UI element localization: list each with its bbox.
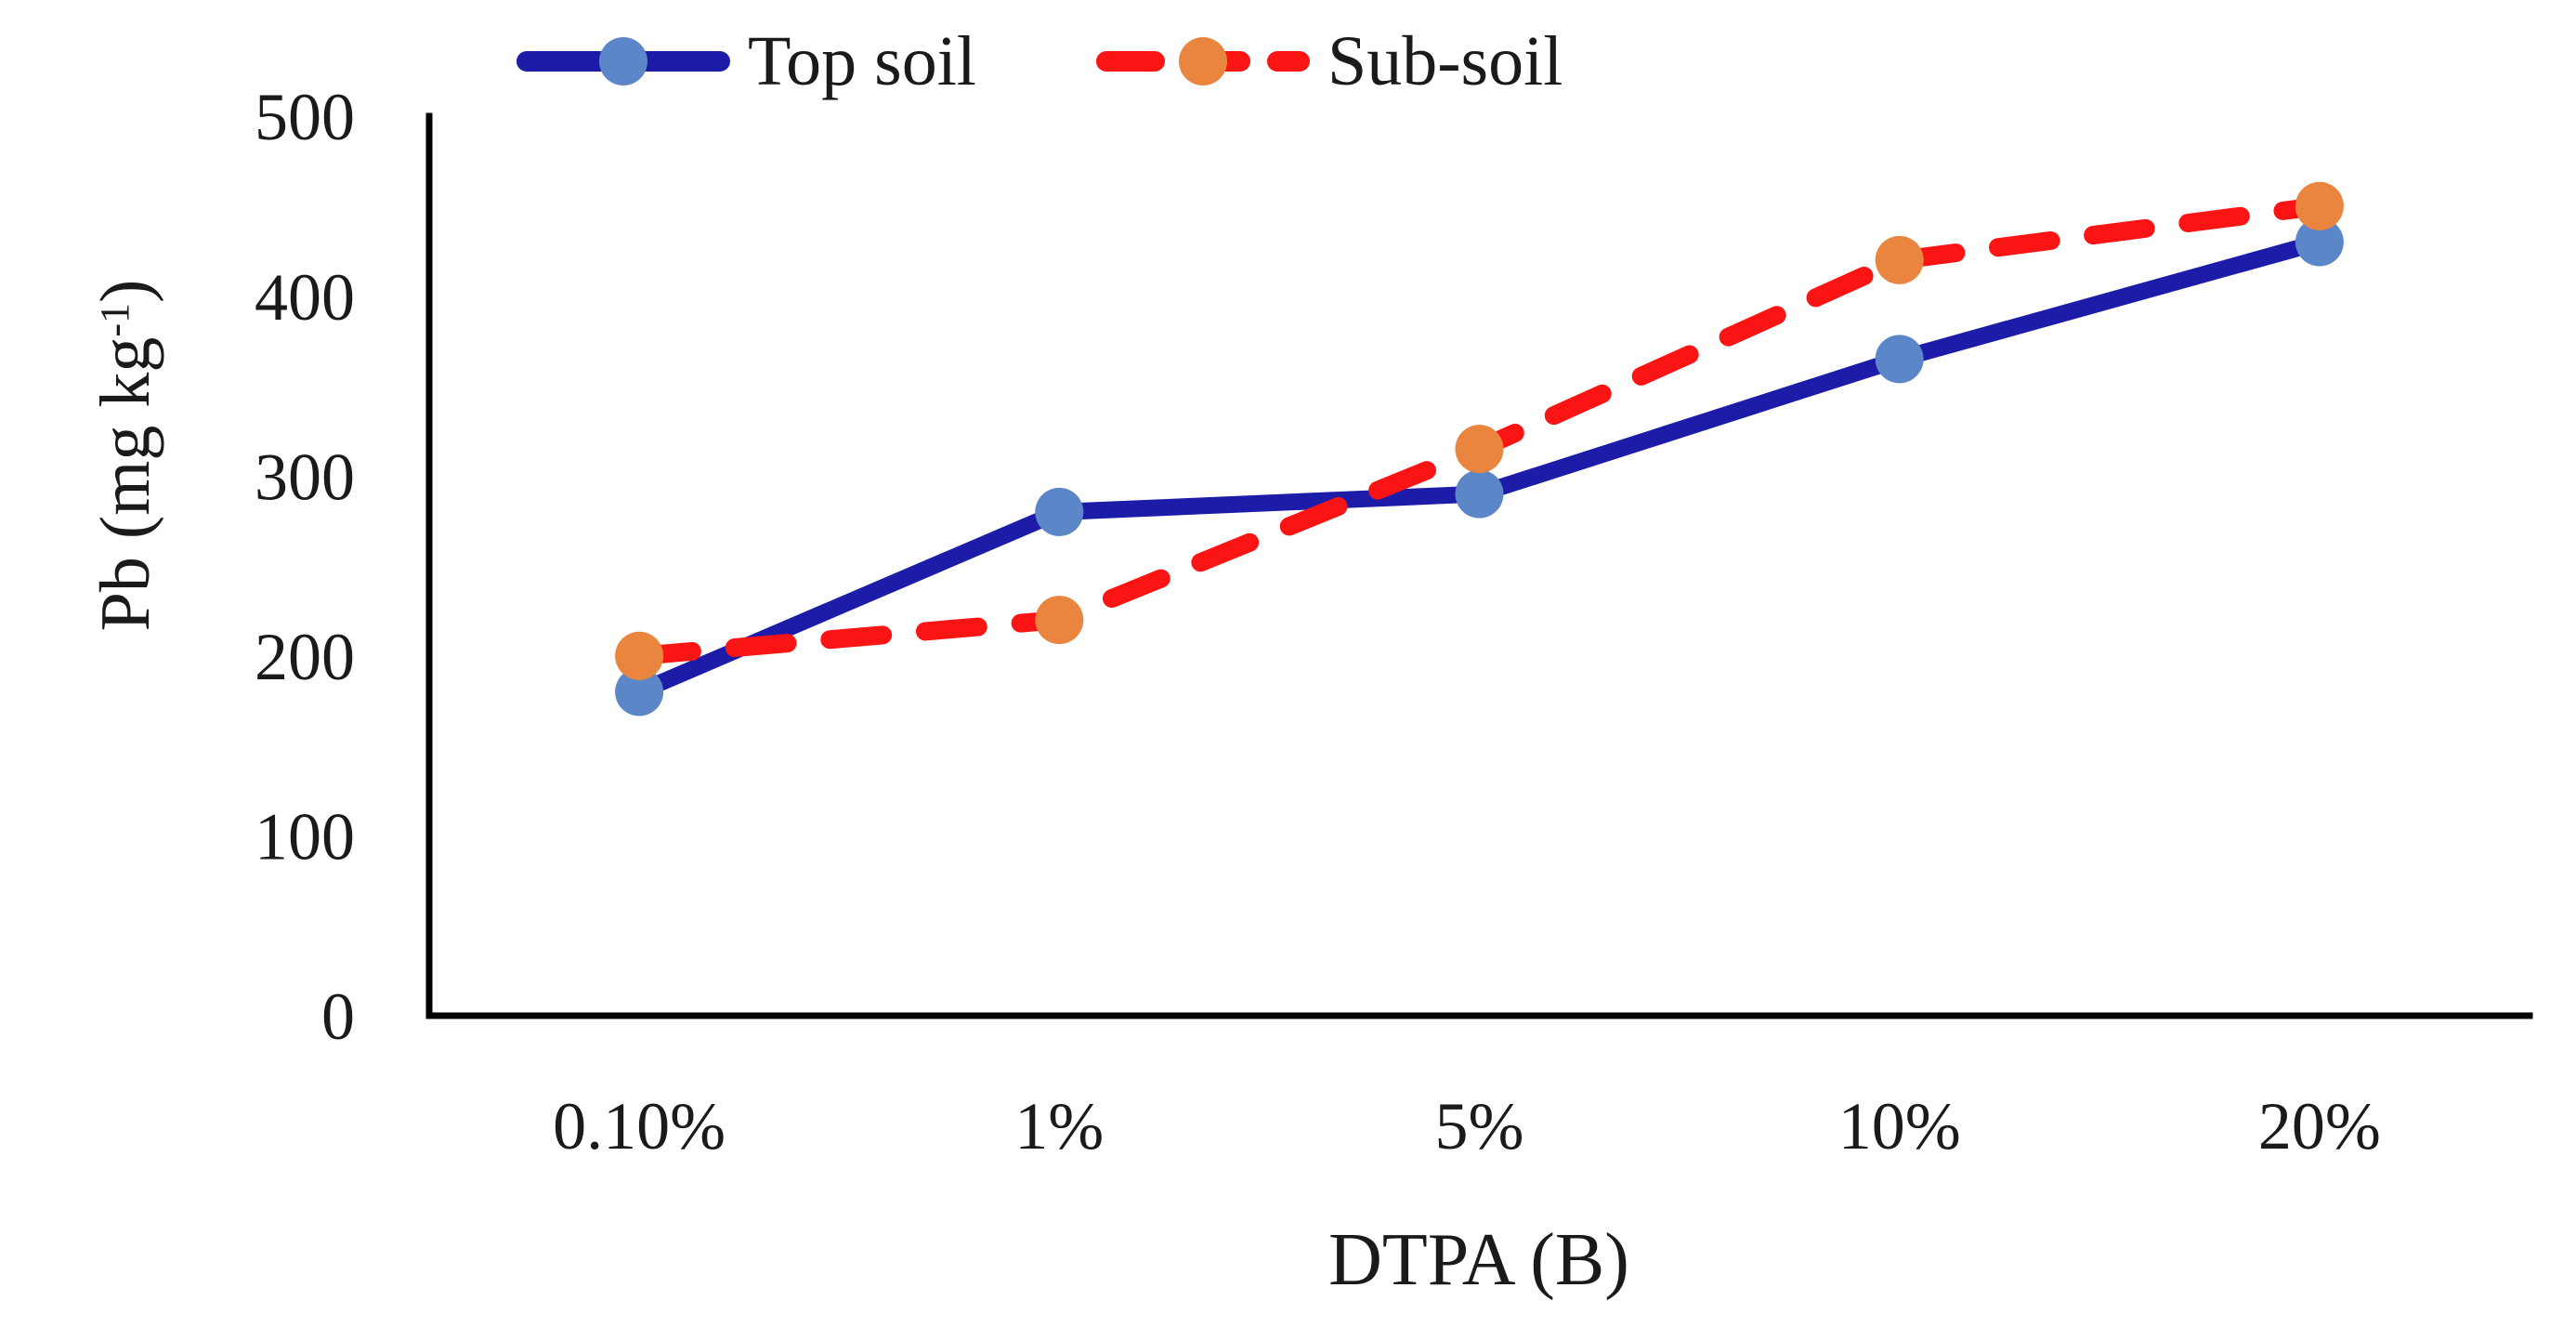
sub-soil-marker-sample [1178,37,1227,85]
sub-soil-marker [615,631,664,680]
top-soil-marker [1875,335,1924,384]
y-tick-label: 400 [255,260,355,335]
x-axis-title: DTPA (B) [1328,1219,1629,1301]
sub-soil-marker [2295,181,2344,230]
x-tick-label: 5% [1435,1089,1524,1163]
top-soil-marker [2295,217,2344,267]
y-tick-label: 200 [255,620,355,694]
top-soil-marker [1455,469,1504,519]
sub-soil-marker [1875,235,1924,284]
y-axis-title: Pb (mg kg-1) [86,280,164,632]
legend-label-top-soil: Top soil [748,22,976,100]
top-soil-legend-swatch [517,37,730,85]
x-tick-label: 10% [1838,1089,1961,1163]
axis-lines [425,112,2533,1019]
sub-soil-legend-swatch [1095,37,1310,85]
x-tick-label: 20% [2258,1089,2381,1163]
y-axis-title-prefix: Pb (mg kg [86,336,164,632]
y-tick-label: 0 [321,979,355,1054]
legend-label-sub-soil: Sub-soil [1327,22,1563,100]
top-soil-marker-sample [599,37,647,85]
legend-item-sub-soil: Sub-soil [1095,13,1563,110]
y-tick-label: 300 [255,440,355,514]
top-soil-marker [1035,487,1084,536]
x-tick-label: 1% [1014,1089,1104,1163]
y-axis-title-superscript: -1 [91,302,137,337]
legend-item-top-soil: Top soil [516,13,976,110]
sub-soil-marker [1035,596,1084,645]
y-tick-label: 500 [255,80,355,154]
top-soil-marker [615,667,664,716]
x-tick-label: 0.10% [553,1089,726,1163]
y-tick-label: 100 [255,800,355,874]
y-axis-title-suffix: ) [86,279,164,303]
legend: Top soil Sub-soil [516,13,1563,110]
sub-soil-marker [1455,425,1504,474]
